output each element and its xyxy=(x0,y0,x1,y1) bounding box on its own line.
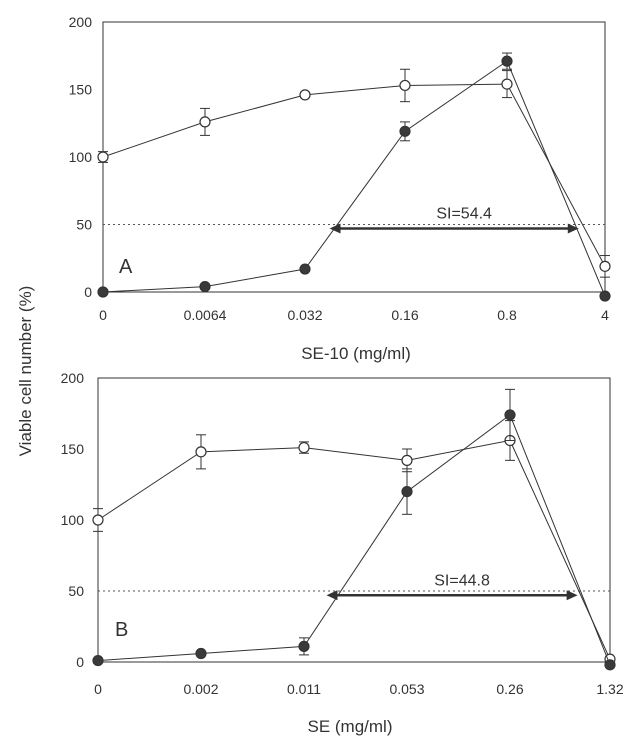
data-point-open xyxy=(199,116,211,128)
x-tick-label: 0.26 xyxy=(496,681,523,697)
si-label: SI=54.4 xyxy=(436,206,492,223)
x-tick-label: 0.16 xyxy=(391,307,418,323)
plot-frame xyxy=(102,21,606,293)
data-point-open xyxy=(195,446,207,458)
panel-label: B xyxy=(115,619,128,641)
data-point-open xyxy=(401,454,413,466)
data-point-filled xyxy=(298,640,310,652)
x-tick-label: 0.002 xyxy=(183,681,218,697)
y-axis-title: Viable cell number (%) xyxy=(16,286,35,457)
data-point-filled xyxy=(195,647,207,660)
plot-frame xyxy=(97,377,611,663)
x-axis-title: SE-10 (mg/ml) xyxy=(301,344,411,363)
x-tick-label: 0 xyxy=(94,681,102,697)
data-point-filled xyxy=(604,659,616,671)
chart-panel-a: A SE-10 (mg/ml) 0 50 100 150 200 0 0.0064 0.032… xyxy=(69,14,611,363)
y-tick-label: 200 xyxy=(69,14,93,30)
si-arrow-head xyxy=(329,223,341,234)
x-tick-label: 0.053 xyxy=(389,681,424,697)
y-tick-label: 200 xyxy=(61,370,85,386)
data-point-filled xyxy=(97,286,109,298)
y-tick-label: 50 xyxy=(68,583,84,599)
data-point-open xyxy=(92,514,104,526)
data-point-open xyxy=(599,260,611,272)
data-point-open xyxy=(97,151,109,163)
si-label: SI=44.8 xyxy=(434,572,490,589)
data-point-filled xyxy=(299,263,311,275)
si-arrow-head xyxy=(566,590,578,601)
y-tick-label: 100 xyxy=(69,149,93,165)
data-point-filled xyxy=(199,281,211,293)
y-tick-label: 50 xyxy=(76,217,92,233)
data-point-filled xyxy=(401,486,413,498)
data-point-open xyxy=(399,79,411,92)
x-tick-label: 4 xyxy=(601,307,609,323)
series-line xyxy=(97,439,611,660)
x-tick-label: 0 xyxy=(99,307,107,323)
series-line xyxy=(102,83,606,267)
data-point-filled xyxy=(92,654,104,667)
data-point-filled xyxy=(501,55,513,67)
data-point-open xyxy=(299,89,311,101)
series-line xyxy=(97,414,611,666)
y-tick-label: 0 xyxy=(76,654,84,670)
y-tick-label: 100 xyxy=(61,512,85,528)
series-line xyxy=(102,60,606,297)
panel-label: A xyxy=(119,256,133,278)
si-arrow-head xyxy=(567,223,579,234)
data-point-filled xyxy=(399,125,411,137)
x-tick-label: 1.32 xyxy=(596,681,623,697)
data-point-filled xyxy=(599,290,611,302)
chart-panel-b: B SE (mg/ml) 0 50 100 150 200 0 0.002 0.011 0.05… xyxy=(61,370,624,736)
data-point-filled xyxy=(504,409,516,421)
data-point-open xyxy=(298,441,310,454)
data-point-open xyxy=(501,78,513,90)
x-axis-title: SE (mg/ml) xyxy=(308,717,393,736)
x-tick-label: 0.8 xyxy=(497,307,517,323)
y-tick-label: 150 xyxy=(69,82,93,98)
x-tick-label: 0.011 xyxy=(287,681,321,697)
x-tick-label: 0.0064 xyxy=(184,307,227,323)
x-tick-label: 0.032 xyxy=(287,307,322,323)
y-tick-label: 0 xyxy=(84,284,92,300)
si-arrow-head xyxy=(326,590,338,601)
y-tick-label: 150 xyxy=(61,441,85,457)
